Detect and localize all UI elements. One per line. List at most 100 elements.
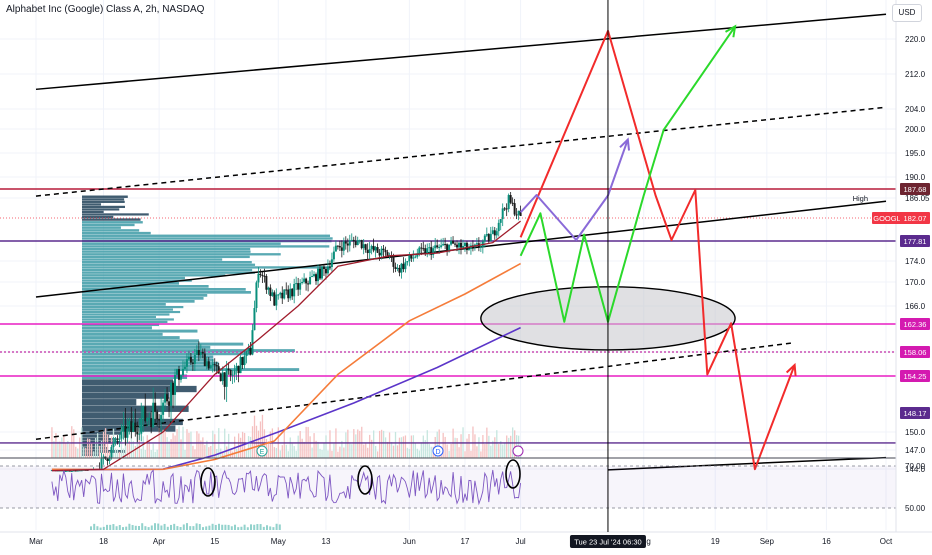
candle-body [442, 244, 445, 246]
volume-bar [128, 441, 131, 458]
candle-body [489, 233, 492, 242]
volume-bar [283, 429, 285, 458]
volume-bar [293, 446, 295, 458]
candle-body [130, 421, 133, 433]
candle-body [197, 350, 200, 356]
candle-body [64, 470, 67, 472]
candle-body [344, 241, 347, 244]
trendline [35, 13, 887, 91]
volume-bar [506, 435, 508, 458]
candle-body [221, 372, 224, 382]
volume-bar [204, 444, 206, 458]
candle-body [463, 242, 466, 247]
price-badge [900, 212, 930, 224]
candle-body [320, 266, 323, 279]
candle-body [291, 288, 294, 297]
candle-body [134, 422, 137, 432]
candle-body [467, 248, 470, 251]
candle-body [384, 249, 387, 253]
volume-profile-bar [82, 313, 170, 316]
candle-body [235, 365, 238, 371]
histogram-bar [154, 523, 156, 530]
candle-body [247, 347, 250, 351]
volume-profile-bar [82, 392, 170, 399]
candle-body [307, 283, 310, 285]
symbol-badge [872, 212, 902, 224]
rsi-tick-label: 70.00 [905, 462, 926, 471]
price-axis-bg [896, 0, 932, 550]
projection-arrowhead [725, 24, 737, 38]
volume-bar [65, 443, 67, 458]
volume-profile-bar [82, 276, 185, 280]
volume-bar [168, 441, 170, 458]
volume-profile-bar [82, 432, 122, 435]
volume-bar [468, 434, 470, 458]
histogram-bar [138, 526, 140, 530]
event-marker [432, 445, 444, 457]
candle-body [326, 266, 329, 274]
histogram-bar [221, 524, 224, 530]
candle-body [142, 406, 145, 419]
volume-bar [490, 445, 492, 458]
volume-bar [55, 433, 57, 458]
candle-body [299, 282, 302, 290]
volume-bar [319, 448, 321, 458]
price-tick-label: 195.0 [905, 149, 926, 158]
candle-body [287, 289, 290, 299]
candle-body [501, 208, 504, 220]
time-axis[interactable]: Mar18Apr15May13Jun17JulAug19Sep16Oct [0, 531, 932, 550]
candle-body [378, 252, 381, 256]
currency-button[interactable]: USD [892, 4, 922, 22]
volume-bar [315, 440, 317, 458]
candle-body [493, 230, 496, 236]
histogram-bar [227, 524, 230, 530]
volume-bar [450, 443, 452, 458]
volume-profile-bar [82, 308, 173, 311]
volume-bar [482, 435, 484, 458]
histogram-bar [192, 526, 195, 530]
volume-bar [325, 435, 327, 458]
candle-body [140, 418, 143, 434]
volume-profile-bar [82, 399, 137, 406]
candle-body [279, 292, 282, 295]
volume-profile-bar [82, 435, 110, 438]
volume-bar [365, 443, 367, 458]
volume-bar [222, 451, 224, 458]
candle-body [424, 248, 427, 255]
volume-bar [460, 434, 462, 458]
volume-profile-bar [82, 438, 115, 441]
volume-bar [287, 451, 289, 458]
histogram-bar [208, 525, 211, 530]
histogram-bar [262, 526, 265, 530]
volume-profile-bar [82, 306, 184, 309]
volume-bar [458, 447, 460, 458]
candle-body [265, 276, 268, 290]
volume-profile-bar [82, 268, 253, 272]
candle-body [269, 287, 272, 296]
volume-bar [273, 447, 276, 458]
volume-profile-bar [82, 379, 174, 386]
volume-profile-bar [82, 237, 333, 240]
volume-bar [100, 440, 103, 458]
candle-body [511, 202, 514, 204]
volume-bar [384, 437, 387, 458]
rsi-circle-annotation [505, 459, 521, 489]
volume-bar [226, 446, 228, 458]
volume-bar [327, 450, 329, 458]
histogram-bar [144, 526, 147, 530]
candle-body [328, 266, 331, 268]
volume-bar [355, 434, 357, 458]
candle-body [495, 231, 498, 236]
price-badge-label: 182.07 [904, 214, 927, 223]
candle-body [382, 248, 385, 250]
histogram-bar [234, 524, 236, 530]
volume-profile-bar [82, 310, 181, 314]
volume-bar [488, 435, 490, 458]
histogram-bar [259, 524, 262, 530]
volume-bar [313, 433, 315, 458]
volume-bar [474, 434, 476, 458]
volume-profile-bar [82, 320, 168, 324]
volume-bar [369, 434, 371, 458]
